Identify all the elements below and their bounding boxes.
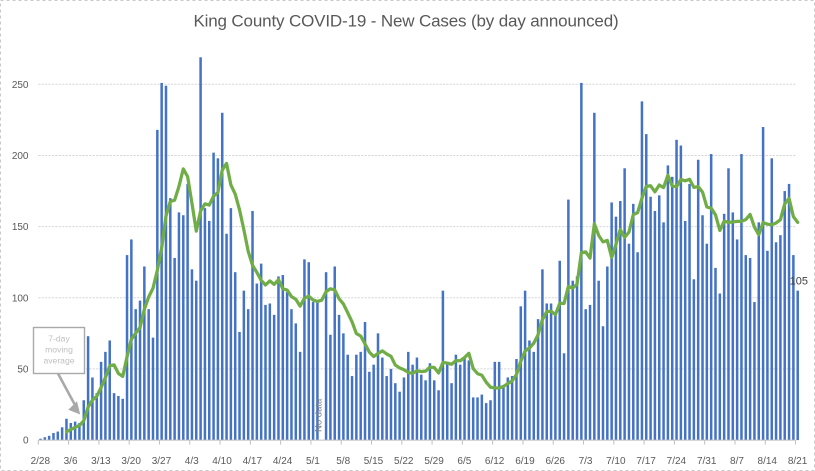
svg-text:5/22: 5/22 <box>394 456 414 467</box>
svg-text:150: 150 <box>12 222 29 233</box>
svg-text:6/5: 6/5 <box>457 456 471 467</box>
svg-text:6/12: 6/12 <box>485 456 505 467</box>
svg-text:King County COVID-19 - New Cas: King County COVID-19 - New Cases (by day… <box>193 12 618 31</box>
svg-text:3/20: 3/20 <box>121 456 141 467</box>
svg-text:250: 250 <box>12 80 29 91</box>
svg-text:3/6: 3/6 <box>64 456 78 467</box>
svg-text:2/28: 2/28 <box>31 456 51 467</box>
svg-text:7/10: 7/10 <box>606 456 626 467</box>
svg-text:No data: No data <box>314 398 325 432</box>
svg-text:4/24: 4/24 <box>273 456 293 467</box>
svg-text:5/29: 5/29 <box>424 456 444 467</box>
svg-text:4/10: 4/10 <box>212 456 232 467</box>
svg-text:7-day: 7-day <box>48 334 70 344</box>
svg-text:4/17: 4/17 <box>243 456 263 467</box>
svg-text:6/19: 6/19 <box>515 456 535 467</box>
svg-text:8/21: 8/21 <box>788 456 808 467</box>
svg-text:4/3: 4/3 <box>185 456 199 467</box>
svg-text:moving: moving <box>45 345 73 355</box>
svg-text:3/13: 3/13 <box>91 456 111 467</box>
svg-text:7/3: 7/3 <box>579 456 593 467</box>
svg-text:5/15: 5/15 <box>364 456 384 467</box>
svg-text:8/14: 8/14 <box>758 456 778 467</box>
svg-text:average: average <box>43 356 74 366</box>
svg-text:7/17: 7/17 <box>636 456 656 467</box>
svg-text:5/1: 5/1 <box>306 456 320 467</box>
svg-text:7/31: 7/31 <box>697 456 717 467</box>
svg-text:200: 200 <box>12 151 29 162</box>
svg-text:105: 105 <box>790 276 808 288</box>
svg-text:7/24: 7/24 <box>667 456 687 467</box>
svg-text:3/27: 3/27 <box>152 456 172 467</box>
svg-text:0: 0 <box>23 436 29 447</box>
svg-text:6/26: 6/26 <box>545 456 565 467</box>
svg-text:50: 50 <box>17 364 29 375</box>
svg-text:8/7: 8/7 <box>730 456 744 467</box>
svg-text:100: 100 <box>12 293 29 304</box>
svg-text:5/8: 5/8 <box>336 456 350 467</box>
